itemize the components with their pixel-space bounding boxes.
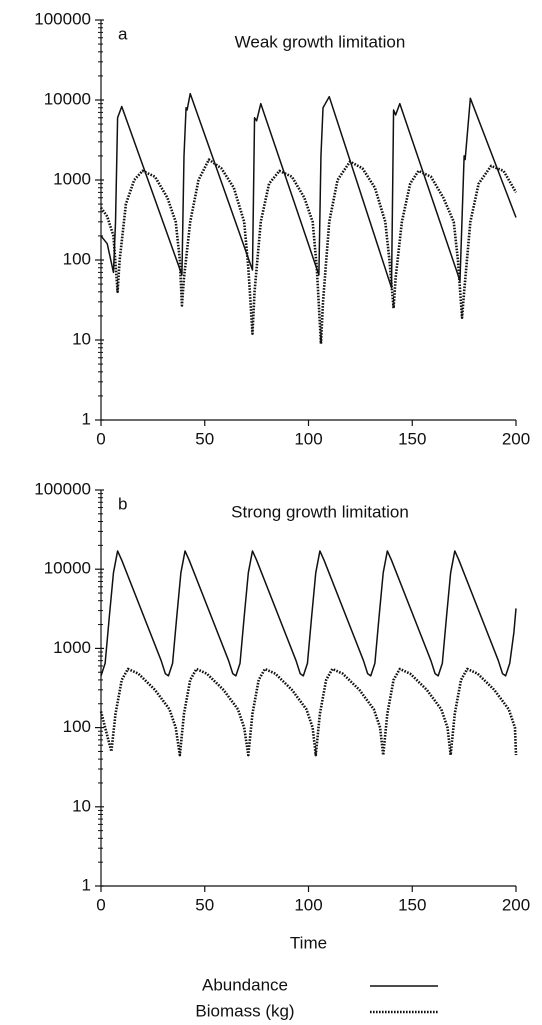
x-tick-label: 50 <box>195 895 214 914</box>
y-tick-label: 10000 <box>44 89 91 108</box>
legend-label: Biomass (kg) <box>195 1001 294 1020</box>
chart-title: Strong growth limitation <box>231 502 409 521</box>
x-tick-label: 150 <box>398 895 426 914</box>
y-tick-label: 100 <box>63 717 91 736</box>
x-tick-label: 50 <box>195 429 214 448</box>
series-line <box>99 667 518 757</box>
y-tick-label: 100000 <box>34 9 91 28</box>
series-line <box>100 92 517 289</box>
x-axis-label: Time <box>290 933 327 952</box>
x-tick-label: 200 <box>502 895 530 914</box>
y-tick-label: 1000 <box>53 169 91 188</box>
panel-label: a <box>118 24 128 43</box>
series-line <box>99 158 518 345</box>
y-tick-label: 1 <box>82 409 91 428</box>
legend-label: Abundance <box>202 975 288 994</box>
x-tick-label: 0 <box>96 895 105 914</box>
x-tick-label: 200 <box>502 429 530 448</box>
y-tick-label: 100000 <box>34 479 91 498</box>
x-tick-label: 100 <box>294 895 322 914</box>
y-tick-label: 1 <box>82 875 91 894</box>
y-tick-label: 100 <box>63 249 91 268</box>
x-tick-label: 100 <box>294 429 322 448</box>
chart-title: Weak growth limitation <box>235 32 406 51</box>
y-tick-label: 10 <box>72 329 91 348</box>
y-tick-label: 10 <box>72 796 91 815</box>
panel-label: b <box>118 494 127 513</box>
x-tick-label: 0 <box>96 429 105 448</box>
x-tick-label: 150 <box>398 429 426 448</box>
y-tick-label: 1000 <box>53 638 91 657</box>
y-tick-label: 10000 <box>44 559 91 578</box>
series-line <box>100 550 517 677</box>
